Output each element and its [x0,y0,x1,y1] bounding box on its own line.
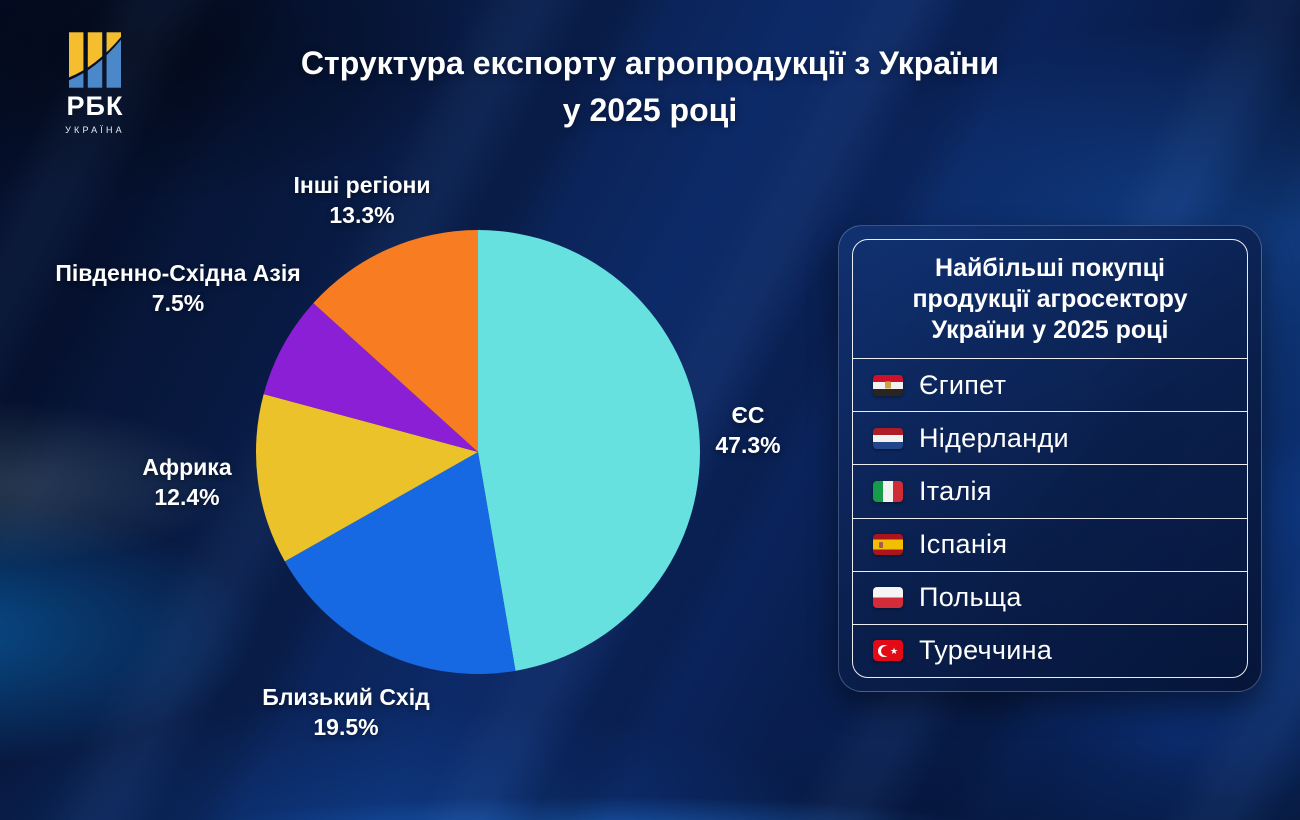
pie-label-text: Африка [142,454,232,480]
pie-label-text: Інші регіони [293,172,431,198]
netherlands-flag-icon [873,427,903,449]
pie-label-text: ЄС [731,402,765,428]
buyer-name: Єгипет [919,369,1007,400]
rbc-logo-icon [69,32,121,88]
buyers-panel: Найбільші покупці продукції агросектору … [838,225,1262,692]
pie-label-middle-east: Близький Схід 19.5% [262,682,429,742]
pie-label-value: 13.3% [329,202,395,228]
italy-flag-icon [873,480,903,502]
pie-slice-middle-east [284,452,516,674]
buyer-name: Італія [919,475,992,506]
buyer-row-spain: Іспанія [853,519,1247,572]
buyers-panel-title: Найбільші покупці продукції агросектору … [853,240,1247,359]
pie-label-other-regions: Інші регіони 13.3% [293,170,430,230]
page-title-line1: Структура експорту агропродукції з Украї… [300,45,1000,81]
spain-flag-icon [873,534,903,556]
buyer-name: Польща [919,582,1022,613]
pie-label-value: 12.4% [154,484,220,510]
pie-chart [255,230,701,674]
pie-label-text: Південно-Східна Азія [55,260,301,286]
buyer-name: Іспанія [919,529,1008,560]
pie-label-africa: Африка 12.4% [142,452,231,512]
pie-label-text: Близький Схід [262,684,430,710]
egypt-flag-icon [873,374,903,396]
page-title: Структура експорту агропродукції з Украї… [0,40,1300,134]
buyer-row-turkey: Туреччина [853,625,1247,677]
buyer-row-netherlands: Нідерланди [853,412,1247,466]
pie-label-eu: ЄС 47.3% [715,400,780,460]
pie-label-value: 19.5% [313,714,379,740]
pie-slice-africa [255,394,478,562]
logo-sub-text: УКРАЇНА [65,125,125,135]
turkey-flag-icon [873,640,903,662]
buyer-name: Туреччина [919,635,1053,666]
pie-label-value: 47.3% [715,432,781,458]
pie-slice-southeast-asia [263,303,478,452]
pie-label-value: 7.5% [151,290,205,316]
buyers-panel-inner: Найбільші покупці продукції агросектору … [852,239,1248,678]
buyer-row-poland: Польща [853,572,1247,625]
pie-slice-eu [478,230,701,671]
logo-brand-text: РБК [66,91,124,121]
buyer-row-italy: Італія [853,465,1247,519]
rbc-logo: РБК УКРАЇНА [60,32,130,135]
buyer-row-egypt: Єгипет [853,359,1247,413]
pie-label-southeast-asia: Південно-Східна Азія 7.5% [55,258,300,318]
page-title-line2: у 2025 році [562,92,738,128]
pie-slice-other-regions [313,230,478,452]
buyer-name: Нідерланди [919,422,1069,453]
poland-flag-icon [873,587,903,609]
